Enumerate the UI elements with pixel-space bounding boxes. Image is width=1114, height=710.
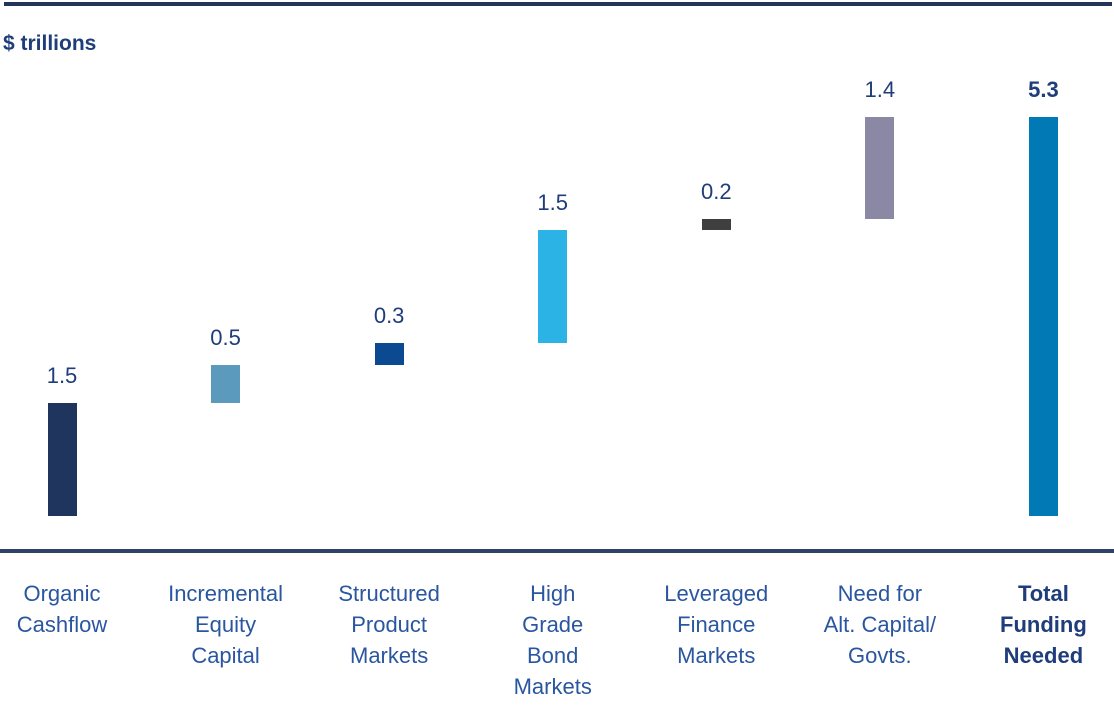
waterfall-bar <box>865 116 895 219</box>
category-label-line: Govts. <box>848 643 912 668</box>
waterfall-column: 1.5 Organic Cashflow <box>0 0 144 710</box>
category-label-line: Grade <box>522 612 584 637</box>
category-label: High Grade Bond Markets <box>471 578 635 702</box>
category-label-line: Bond <box>527 643 579 668</box>
bar-value-label: 5.3 <box>1028 76 1059 102</box>
category-label-line: High <box>530 581 576 606</box>
bar-value-label: 0.5 <box>210 325 241 351</box>
category-label-line: Finance <box>677 612 756 637</box>
category-label: Structured Product Markets <box>307 578 471 671</box>
waterfall-column: 0.2 Leveraged Finance Markets <box>634 0 798 710</box>
bar-value-label: 0.3 <box>373 302 405 328</box>
waterfall-bar <box>374 342 404 366</box>
category-label-line: Markets <box>677 643 756 668</box>
category-label-line: Funding <box>1000 612 1087 637</box>
category-label-line: Incremental <box>168 581 284 606</box>
category-label-line: Markets <box>513 674 592 699</box>
category-label: Incremental Equity Capital <box>144 578 308 671</box>
waterfall-bar <box>701 218 731 230</box>
category-label-line: Leveraged <box>664 581 769 606</box>
x-axis-line <box>0 549 1114 553</box>
waterfall-column: 0.3 Structured Product Markets <box>307 0 471 710</box>
category-label-line: Need for <box>837 581 923 606</box>
category-label: Need for Alt. Capital/Govts. <box>798 578 962 671</box>
bar-value-label: 1.5 <box>46 363 78 389</box>
waterfall-column: 0.5 Incremental Equity Capital <box>144 0 308 710</box>
top-rule <box>4 2 1112 6</box>
waterfall-bar <box>1028 116 1058 516</box>
category-label-line: Structured <box>338 581 440 606</box>
category-label-line: Cashflow <box>16 612 108 637</box>
category-label-line: Total <box>1017 581 1069 606</box>
waterfall-bar <box>538 229 568 343</box>
category-label: Leveraged Finance Markets <box>634 578 798 671</box>
category-label-line: Capital <box>191 643 260 668</box>
unit-label: $ trillions <box>3 32 97 55</box>
bar-value-label: 1.5 <box>537 189 568 215</box>
category-label-line: Needed <box>1003 643 1084 668</box>
bar-value-label: 1.4 <box>864 76 896 102</box>
category-label-line: Markets <box>350 643 429 668</box>
category-label-line: Equity <box>194 612 257 637</box>
category-label: Organic Cashflow <box>0 578 144 640</box>
category-label: Total Funding Needed <box>962 578 1114 671</box>
waterfall-column: 5.3 Total Funding Needed <box>962 0 1114 710</box>
bar-value-label: 0.2 <box>700 178 732 204</box>
category-label-line: Product <box>351 612 428 637</box>
waterfall-bar <box>211 365 241 404</box>
waterfall-bar <box>47 403 77 516</box>
category-label-line: Organic <box>23 581 101 606</box>
category-label-line: Alt. Capital/ <box>823 612 937 637</box>
waterfall-column: 1.4 Need for Alt. Capital/Govts. <box>798 0 962 710</box>
waterfall-column: 1.5 High Grade Bond Markets <box>471 0 635 710</box>
